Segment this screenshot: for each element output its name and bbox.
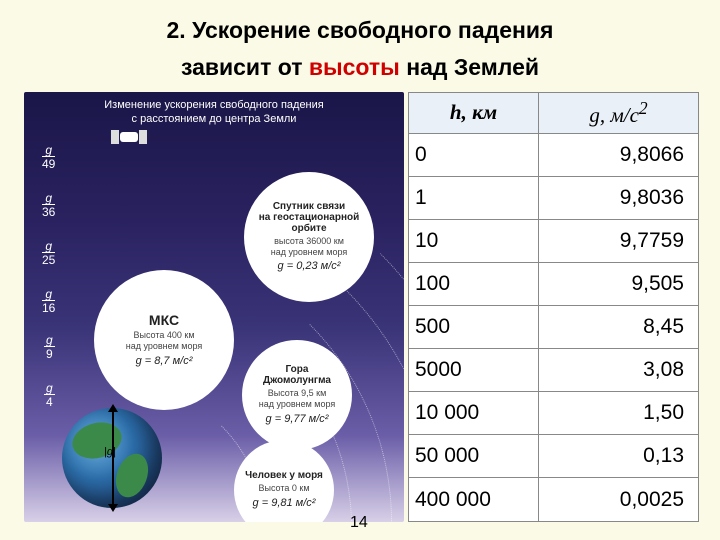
cell-g: 9,8066: [539, 133, 699, 176]
title-line2b: над Землей: [400, 54, 539, 80]
cell-h: 100: [409, 262, 539, 305]
cell-h: 50 000: [409, 435, 539, 478]
col-header-h: h, км: [409, 92, 539, 133]
cell-h: 400 000: [409, 478, 539, 521]
table-row: 19,8036: [409, 176, 699, 219]
table-row: 09,8066: [409, 133, 699, 176]
cell-g: 0,0025: [539, 478, 699, 521]
g-fraction: g4: [44, 382, 55, 408]
table-row: 10 0001,50: [409, 392, 699, 435]
table-row: 1009,505: [409, 262, 699, 305]
cell-g: 9,7759: [539, 219, 699, 262]
g-fraction: g9: [44, 334, 55, 360]
title-line1: 2. Ускорение свободного падения: [167, 17, 554, 43]
cell-h: 500: [409, 306, 539, 349]
gravity-diagram: Изменение ускорения свободного падения с…: [24, 92, 404, 522]
title-highlight: высоты: [309, 54, 400, 80]
bubble-iss: МКС Высота 400 км над уровнем моря g = 8…: [94, 270, 234, 410]
title-line2a: зависит от: [181, 54, 309, 80]
cell-g: 0,13: [539, 435, 699, 478]
page-title: 2. Ускорение свободного падения зависит …: [0, 0, 720, 86]
cell-g: 1,50: [539, 392, 699, 435]
g-fraction: g25: [42, 240, 55, 266]
satellite-icon: [120, 132, 138, 142]
bubble-geostationary: Спутник связи на геостационарной орбите …: [244, 172, 374, 302]
table-row: 5008,45: [409, 306, 699, 349]
table-row: 109,7759: [409, 219, 699, 262]
cell-g: 9,8036: [539, 176, 699, 219]
g-fraction: g16: [42, 288, 55, 314]
cell-h: 1: [409, 176, 539, 219]
g-fraction: g49: [42, 144, 55, 170]
cell-g: 8,45: [539, 306, 699, 349]
bubble-everest: Гора Джомолунгма Высота 9,5 км над уровн…: [242, 340, 352, 450]
gravity-table: h, км g, м/с2 09,806619,8036109,77591009…: [408, 92, 699, 522]
cell-h: 10 000: [409, 392, 539, 435]
g-label: |g|: [104, 446, 116, 458]
cell-h: 0: [409, 133, 539, 176]
col-header-g: g, м/с2: [539, 92, 699, 133]
cell-h: 5000: [409, 349, 539, 392]
cell-g: 9,505: [539, 262, 699, 305]
diagram-title: Изменение ускорения свободного падения с…: [24, 98, 404, 127]
g-fraction: g36: [42, 192, 55, 218]
cell-h: 10: [409, 219, 539, 262]
table-row: 50003,08: [409, 349, 699, 392]
cell-g: 3,08: [539, 349, 699, 392]
table-row: 400 0000,0025: [409, 478, 699, 521]
page-number: 14: [350, 514, 368, 532]
table-row: 50 0000,13: [409, 435, 699, 478]
